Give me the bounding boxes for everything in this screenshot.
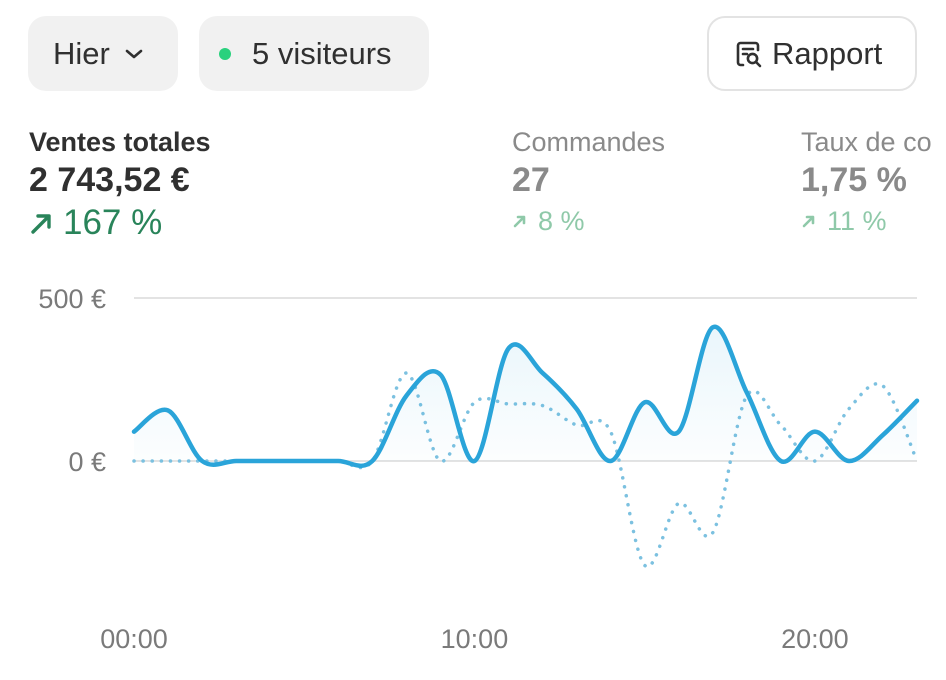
metric-label: Ventes totales	[29, 127, 211, 157]
metric-delta: 167 %	[29, 202, 211, 244]
report-label: Rapport	[772, 35, 883, 71]
current-series-line	[131, 324, 920, 469]
live-visitors-label: 5 visiteurs	[252, 35, 392, 71]
arrow-up-right-icon	[513, 215, 526, 228]
x-tick-label: 00:00	[100, 624, 168, 654]
metric-orders[interactable]: Commandes 27 8 %	[512, 126, 665, 238]
live-visitors-button[interactable]: 5 visiteurs	[199, 16, 429, 91]
metric-value: 2 743,52 €	[29, 161, 190, 199]
date-range-label: Hier	[53, 35, 110, 71]
metric-delta: 8 %	[512, 204, 665, 238]
live-status-dot	[219, 47, 231, 60]
metric-delta-value: 11 %	[827, 206, 887, 236]
chevron-down-icon	[124, 48, 144, 60]
y-tick-label: 500 €	[38, 284, 106, 314]
metric-conversion-rate[interactable]: Taux de co 1,75 % 11 %	[801, 126, 932, 238]
x-tick-label: 20:00	[781, 624, 849, 654]
current-series-area	[134, 326, 917, 466]
arrow-up-right-icon	[802, 215, 815, 228]
date-range-button[interactable]: Hier	[28, 16, 178, 91]
metric-total-sales[interactable]: Ventes totales 2 743,52 € 167 %	[29, 126, 211, 244]
metric-delta: 11 %	[801, 204, 932, 238]
metric-label: Commandes	[512, 127, 666, 157]
metric-delta-value: 167 %	[63, 203, 163, 242]
metric-value: 27	[512, 161, 550, 199]
metric-label: Taux de co	[801, 127, 932, 157]
y-tick-label: 0 €	[68, 447, 106, 477]
sales-line-chart[interactable]: 500 € 0 € 00:00 10:00 20:00	[0, 270, 946, 670]
metric-value: 1,75 %	[801, 161, 907, 199]
x-tick-label: 10:00	[441, 624, 509, 654]
metric-delta-value: 8 %	[538, 206, 585, 236]
report-button[interactable]: Rapport	[707, 16, 917, 91]
report-search-icon	[734, 39, 764, 69]
arrow-up-right-icon	[31, 214, 51, 234]
